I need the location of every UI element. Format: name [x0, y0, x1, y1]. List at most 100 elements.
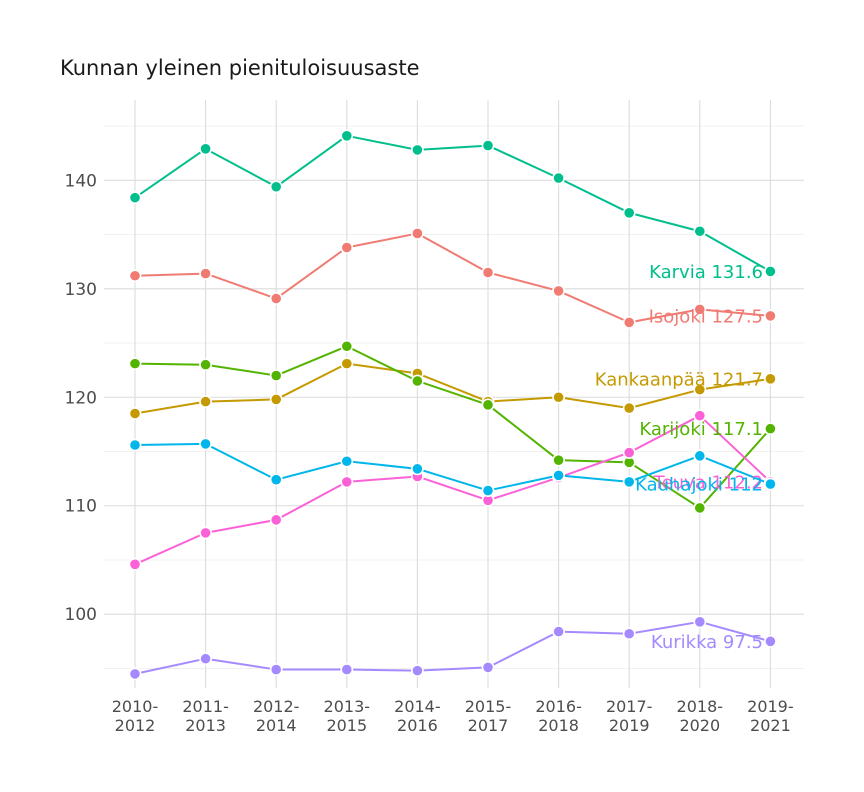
x-tick-label-line: 2015- [465, 697, 512, 716]
data-point [764, 265, 777, 278]
data-point [269, 180, 283, 194]
x-tick-label-line: 2021 [750, 716, 791, 735]
y-tick-label: 120 [65, 388, 97, 408]
data-point [128, 269, 142, 283]
x-tick-label-line: 2015 [326, 716, 367, 735]
data-point [693, 383, 707, 397]
data-point [481, 266, 495, 279]
data-point [410, 664, 424, 678]
data-point [410, 143, 424, 157]
series-labels: Karvia 131.6 Isojoki 127.5 Kankaanpää 121.… [595, 262, 763, 653]
data-point [128, 667, 142, 681]
data-point [552, 468, 565, 482]
data-point [764, 422, 777, 436]
x-tick-label: 2010-2012 [112, 697, 159, 735]
x-tick-label-line: 2012- [253, 697, 300, 716]
data-point [199, 652, 212, 666]
data-point [269, 663, 283, 676]
x-tick-label: 2019-2021 [747, 697, 794, 735]
data-point [340, 454, 354, 468]
y-axis-ticks: 100 110 120 130 140 [65, 171, 97, 625]
x-axis-ticks: 2010-2012 2011-2013 2012-2014 2013-2015 2014… [112, 697, 794, 735]
x-tick-label-line: 2018- [677, 697, 724, 716]
series-label: Kurikka 97.5 [651, 632, 763, 653]
x-tick-label: 2018-2020 [677, 697, 724, 735]
data-point [410, 227, 424, 240]
x-tick-label-line: 2018 [538, 716, 579, 735]
x-tick-label: 2017-2019 [606, 697, 653, 735]
data-point [622, 627, 636, 641]
data-point [693, 302, 707, 316]
series-points [128, 129, 777, 681]
data-point [128, 407, 142, 420]
data-point [340, 357, 354, 371]
x-tick-label-line: 2013 [185, 716, 226, 735]
series-label: Kauhajoki 112 [635, 475, 763, 496]
data-point [764, 634, 777, 648]
data-point [128, 438, 142, 452]
y-tick-label: 140 [65, 171, 97, 191]
x-tick-label: 2014-2016 [394, 697, 441, 735]
data-point [269, 513, 283, 527]
data-point [481, 398, 495, 412]
data-point [764, 309, 777, 323]
data-point [481, 484, 495, 497]
data-point [199, 267, 212, 280]
data-point [199, 358, 212, 372]
data-point [693, 615, 707, 629]
data-point [552, 625, 565, 638]
data-point [622, 475, 636, 489]
x-tick-label-line: 2019- [747, 697, 794, 716]
data-point [410, 374, 424, 388]
data-point [199, 142, 212, 156]
series-line [134, 620, 771, 675]
data-point [199, 526, 212, 540]
chart-title: Kunnan yleinen pienituloisuusaste [60, 56, 420, 80]
data-point [269, 393, 283, 406]
x-tick-label: 2016-2018 [535, 697, 582, 735]
series-label: Isojoki 127.5 [649, 306, 763, 327]
x-tick-label: 2013-2015 [324, 697, 371, 735]
data-point [622, 446, 636, 459]
x-tick-label-line: 2017- [606, 697, 653, 716]
x-tick-label-line: 2017 [468, 716, 509, 735]
x-tick-label: 2011-2013 [182, 697, 229, 735]
x-tick-label-line: 2016- [535, 697, 582, 716]
series-line [134, 442, 771, 492]
x-tick-label: 2015-2017 [465, 697, 512, 735]
series-label: Kankaanpää 121.7 [595, 369, 763, 390]
series-line [134, 362, 771, 415]
data-point [552, 171, 565, 185]
data-point [199, 437, 212, 451]
data-point [269, 473, 283, 487]
data-point [410, 462, 424, 476]
series-line [134, 134, 771, 273]
data-point [693, 224, 707, 238]
data-point [128, 557, 142, 571]
data-point [764, 477, 777, 491]
data-point [269, 369, 283, 382]
x-tick-label-line: 2014- [394, 697, 441, 716]
x-tick-label-line: 2016 [397, 716, 438, 735]
data-point [622, 401, 636, 415]
data-point [693, 501, 707, 515]
y-tick-label: 100 [65, 605, 97, 625]
data-point [340, 475, 354, 489]
series-label: Teuva 112.2 [653, 472, 763, 493]
data-point [622, 315, 636, 329]
data-point [340, 663, 354, 676]
data-point [481, 139, 495, 152]
series-line [134, 232, 771, 324]
data-point [693, 409, 707, 423]
data-point [622, 206, 636, 220]
data-point [693, 449, 707, 463]
x-tick-label-line: 2020 [679, 716, 720, 735]
data-point [269, 292, 283, 305]
series-label: Karvia 131.6 [649, 262, 763, 283]
x-tick-label: 2012-2014 [253, 697, 300, 735]
data-point [128, 191, 142, 205]
x-tick-label-line: 2019 [609, 716, 650, 735]
x-tick-label-line: 2014 [256, 716, 297, 735]
